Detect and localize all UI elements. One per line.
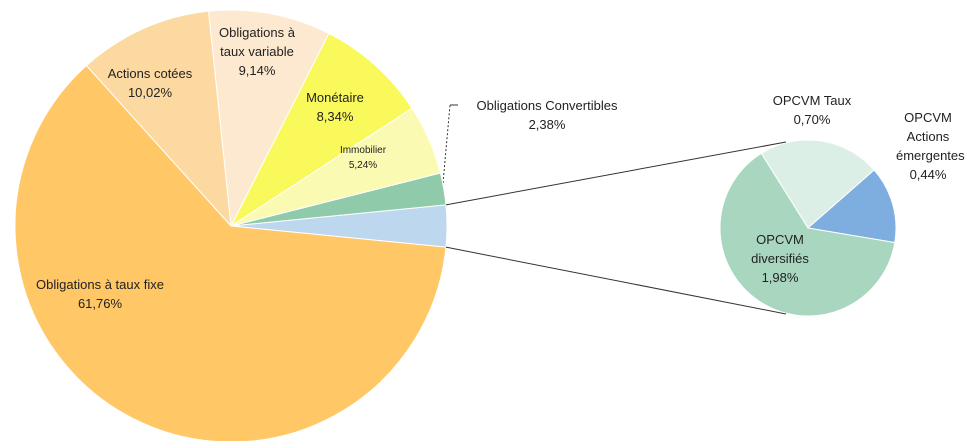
label-line: 2,38% [528, 117, 566, 132]
slice-label: Monétaire 8,34% [285, 88, 385, 126]
label-line: Actions cotées [107, 66, 193, 81]
slice-label: Obligations à taux variable 9,14% [216, 23, 298, 80]
secondary-label: OPCVM Actions émergentes 0,44% [896, 108, 965, 184]
label-line: OPCVM diversifiés [751, 232, 809, 266]
secondary-slice [806, 169, 897, 244]
label-line: Immobilier [339, 145, 387, 156]
label-line: OPCVM Taux [772, 93, 852, 108]
pie-slice [14, 64, 447, 441]
pie-slice [207, 9, 330, 228]
label-line: Monétaire [306, 90, 364, 105]
secondary-label: OPCVM Taux 0,70% [757, 91, 867, 129]
label-line: 10,02% [127, 85, 173, 100]
label-line: 5,24% [348, 160, 378, 171]
label-line: 8,34% [316, 109, 354, 124]
secondary-slice [719, 152, 896, 317]
slice-label: Actions cotées 10,02% [90, 64, 210, 102]
label-line: 1,98% [761, 270, 799, 285]
label-line: 9,14% [238, 63, 276, 78]
slice-label: Obligations Convertibles 2,38% [447, 96, 647, 134]
secondary-slice [760, 139, 875, 229]
slice-label: Obligations à taux fixe 61,76% [0, 275, 200, 313]
label-line: 61,76% [77, 296, 123, 311]
connector-line [445, 141, 787, 206]
leader-line [442, 104, 451, 184]
label-line: Obligations Convertibles [476, 98, 618, 113]
label-line: Obligations à taux fixe [36, 277, 164, 292]
connector-line [445, 246, 787, 315]
label-line: 0,44% [909, 167, 947, 182]
label-line: 0,70% [793, 112, 831, 127]
slice-label: Immobilier 5,24% [318, 143, 408, 173]
label-line: OPCVM Actions émergentes [896, 110, 965, 163]
pie-slice [229, 32, 413, 228]
pie-slice [85, 10, 232, 228]
label-line: Obligations à taux variable [219, 25, 295, 59]
secondary-label: OPCVM diversifiés 1,98% [730, 230, 830, 287]
